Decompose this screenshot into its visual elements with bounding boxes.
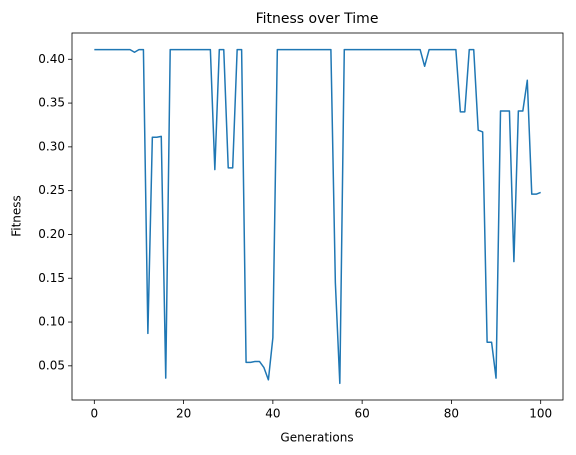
plot-frame: [71, 32, 564, 401]
data-line: [94, 48, 541, 385]
x-axis-label: Generations: [280, 431, 353, 445]
y-tick-label: 0.20: [38, 227, 65, 241]
y-tick-label: 0.40: [38, 52, 65, 66]
x-tick-label: 0: [90, 407, 98, 421]
y-tick-label: 0.35: [38, 96, 65, 110]
x-tick-label: 40: [265, 407, 280, 421]
y-tick-label: 0.10: [38, 315, 65, 329]
chart-title: Fitness over Time: [256, 11, 379, 27]
x-tick-label: 100: [529, 407, 552, 421]
x-tick-label: 80: [444, 407, 459, 421]
y-tick-label: 0.15: [38, 271, 65, 285]
y-tick-label: 0.30: [38, 139, 65, 153]
y-tick-label: 0.25: [38, 183, 65, 197]
x-tick-label: 20: [176, 407, 191, 421]
y-axis-label: Fitness: [10, 195, 24, 237]
x-tick-label: 60: [354, 407, 369, 421]
y-tick-label: 0.05: [38, 358, 65, 372]
